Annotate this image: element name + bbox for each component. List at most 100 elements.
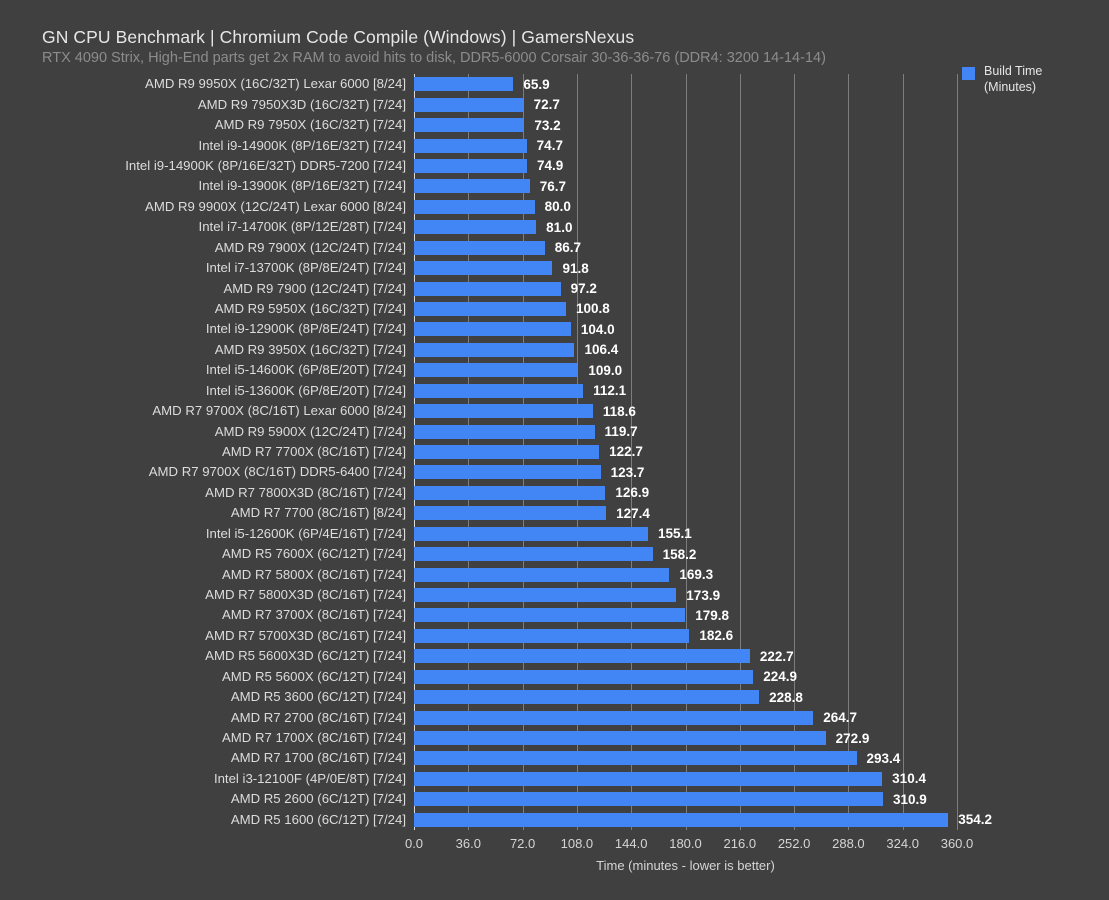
- bar-row[interactable]: 272.9: [414, 728, 1109, 748]
- bar-value-label: 310.4: [892, 771, 926, 787]
- category-label: AMD R7 7700 (8C/16T) [8/24]: [230, 505, 406, 521]
- bar-row[interactable]: 91.8: [414, 258, 1109, 278]
- bar[interactable]: [414, 77, 514, 92]
- bar-row[interactable]: 100.8: [414, 299, 1109, 319]
- bar[interactable]: [414, 649, 750, 664]
- bar-row[interactable]: 155.1: [414, 524, 1109, 544]
- category-label: AMD R5 1600 (6C/12T) [7/24]: [230, 811, 406, 827]
- bar[interactable]: [414, 424, 595, 439]
- bar[interactable]: [414, 444, 600, 459]
- bar[interactable]: [414, 506, 607, 521]
- bar-row[interactable]: 169.3: [414, 564, 1109, 584]
- category-label: Intel i9-12900K (8P/8E/24T) [7/24]: [205, 321, 406, 337]
- bar-row[interactable]: 73.2: [414, 115, 1109, 135]
- bar-row[interactable]: 222.7: [414, 646, 1109, 666]
- bar[interactable]: [414, 731, 826, 746]
- bar-row[interactable]: 104.0: [414, 319, 1109, 339]
- bar-row[interactable]: 354.2: [414, 810, 1109, 830]
- x-tick-label: 324.0: [886, 836, 919, 851]
- bar-row[interactable]: 173.9: [414, 585, 1109, 605]
- category-label: AMD R5 2600 (6C/12T) [7/24]: [230, 791, 406, 807]
- x-tick-label: 180.0: [669, 836, 702, 851]
- bar-row[interactable]: 127.4: [414, 503, 1109, 523]
- bar-row[interactable]: 310.9: [414, 789, 1109, 809]
- bar-row[interactable]: 158.2: [414, 544, 1109, 564]
- bar-row[interactable]: 106.4: [414, 340, 1109, 360]
- bar-value-label: 74.9: [536, 158, 564, 174]
- bar[interactable]: [414, 690, 760, 705]
- bar-row[interactable]: 122.7: [414, 442, 1109, 462]
- bar[interactable]: [414, 138, 527, 153]
- bar[interactable]: [414, 588, 677, 602]
- bar-row[interactable]: 80.0: [414, 197, 1109, 217]
- bar-row[interactable]: 224.9: [414, 667, 1109, 687]
- bar-row[interactable]: 293.4: [414, 748, 1109, 768]
- bar[interactable]: [414, 281, 561, 296]
- bar-row[interactable]: 119.7: [414, 421, 1109, 441]
- category-label: AMD R7 3700X (8C/16T) [7/24]: [222, 607, 406, 623]
- bar-row[interactable]: 97.2: [414, 278, 1109, 298]
- bar-value-label: 158.2: [662, 546, 697, 562]
- bar-row[interactable]: 123.7: [414, 462, 1109, 482]
- x-tick-label: 108.0: [560, 836, 594, 851]
- bar-row[interactable]: 310.4: [414, 769, 1109, 789]
- bar[interactable]: [414, 97, 524, 112]
- bar[interactable]: [414, 363, 579, 378]
- bar[interactable]: [414, 567, 670, 582]
- legend-label-build-time: Build Time (Minutes): [984, 64, 1043, 94]
- bar-row[interactable]: 126.9: [414, 483, 1109, 503]
- bar[interactable]: [414, 220, 537, 235]
- bar[interactable]: [414, 608, 686, 623]
- bar-row[interactable]: 76.7: [414, 176, 1109, 196]
- x-axis-ticks: 0.0 36.0 72.0 108.0 144.0 180.0 216.0 252.0 288.…: [405, 836, 973, 854]
- bar[interactable]: [414, 628, 690, 643]
- bar[interactable]: [414, 547, 653, 562]
- bar[interactable]: [414, 771, 883, 786]
- bar[interactable]: [414, 199, 535, 214]
- bar[interactable]: [414, 240, 545, 255]
- bar-row[interactable]: 72.7: [414, 94, 1109, 114]
- bar-row[interactable]: 118.6: [414, 401, 1109, 421]
- x-tick-label: 288.0: [832, 836, 865, 851]
- bar[interactable]: [414, 404, 593, 419]
- bar[interactable]: [414, 158, 527, 173]
- bar[interactable]: [414, 301, 567, 316]
- bar-row[interactable]: 112.1: [414, 380, 1109, 400]
- bar-value-label: 179.8: [695, 607, 729, 623]
- bar-row[interactable]: 264.7: [414, 707, 1109, 727]
- bar-row[interactable]: 65.9: [414, 74, 1109, 94]
- category-label: AMD R9 7950X (16C/32T) [7/24]: [214, 117, 406, 133]
- bar-row[interactable]: 74.9: [414, 156, 1109, 176]
- bar[interactable]: [414, 465, 601, 480]
- bar-row[interactable]: 182.6: [414, 626, 1109, 646]
- bar[interactable]: [414, 485, 606, 500]
- bar-row[interactable]: 74.7: [414, 135, 1109, 155]
- bar-value-label: 293.4: [866, 750, 901, 766]
- bar[interactable]: [414, 751, 857, 766]
- category-label: Intel i9-14900K (8P/16E/32T) [7/24]: [198, 137, 406, 153]
- bar-row[interactable]: 81.0: [414, 217, 1109, 237]
- bar-value-label: 91.8: [562, 260, 589, 276]
- bar[interactable]: [414, 118, 525, 133]
- bar-value-label: 65.9: [523, 76, 550, 92]
- bar[interactable]: [414, 526, 648, 541]
- bar[interactable]: [414, 812, 949, 827]
- bar[interactable]: [414, 261, 553, 276]
- bar[interactable]: [414, 179, 530, 194]
- legend-swatch-build-time: [962, 67, 975, 80]
- bar-value-label: 224.9: [763, 669, 798, 685]
- bar-row[interactable]: 179.8: [414, 605, 1109, 625]
- bar[interactable]: [414, 322, 571, 337]
- bar-value-label: 123.7: [610, 464, 645, 480]
- bar[interactable]: [414, 710, 814, 725]
- bar[interactable]: [414, 669, 754, 684]
- bar[interactable]: [414, 792, 883, 807]
- bar[interactable]: [414, 383, 584, 398]
- bar[interactable]: [414, 342, 575, 357]
- bar-row[interactable]: 228.8: [414, 687, 1109, 707]
- category-label: Intel i9-14900K (8P/16E/32T) DDR5-7200 […: [125, 157, 406, 173]
- bar-row[interactable]: 109.0: [414, 360, 1109, 380]
- bar-row[interactable]: 86.7: [414, 237, 1109, 257]
- category-label: Intel i5-14600K (6P/8E/20T) [7/24]: [205, 362, 406, 378]
- category-label: AMD R9 7900 (12C/24T) [7/24]: [223, 280, 406, 296]
